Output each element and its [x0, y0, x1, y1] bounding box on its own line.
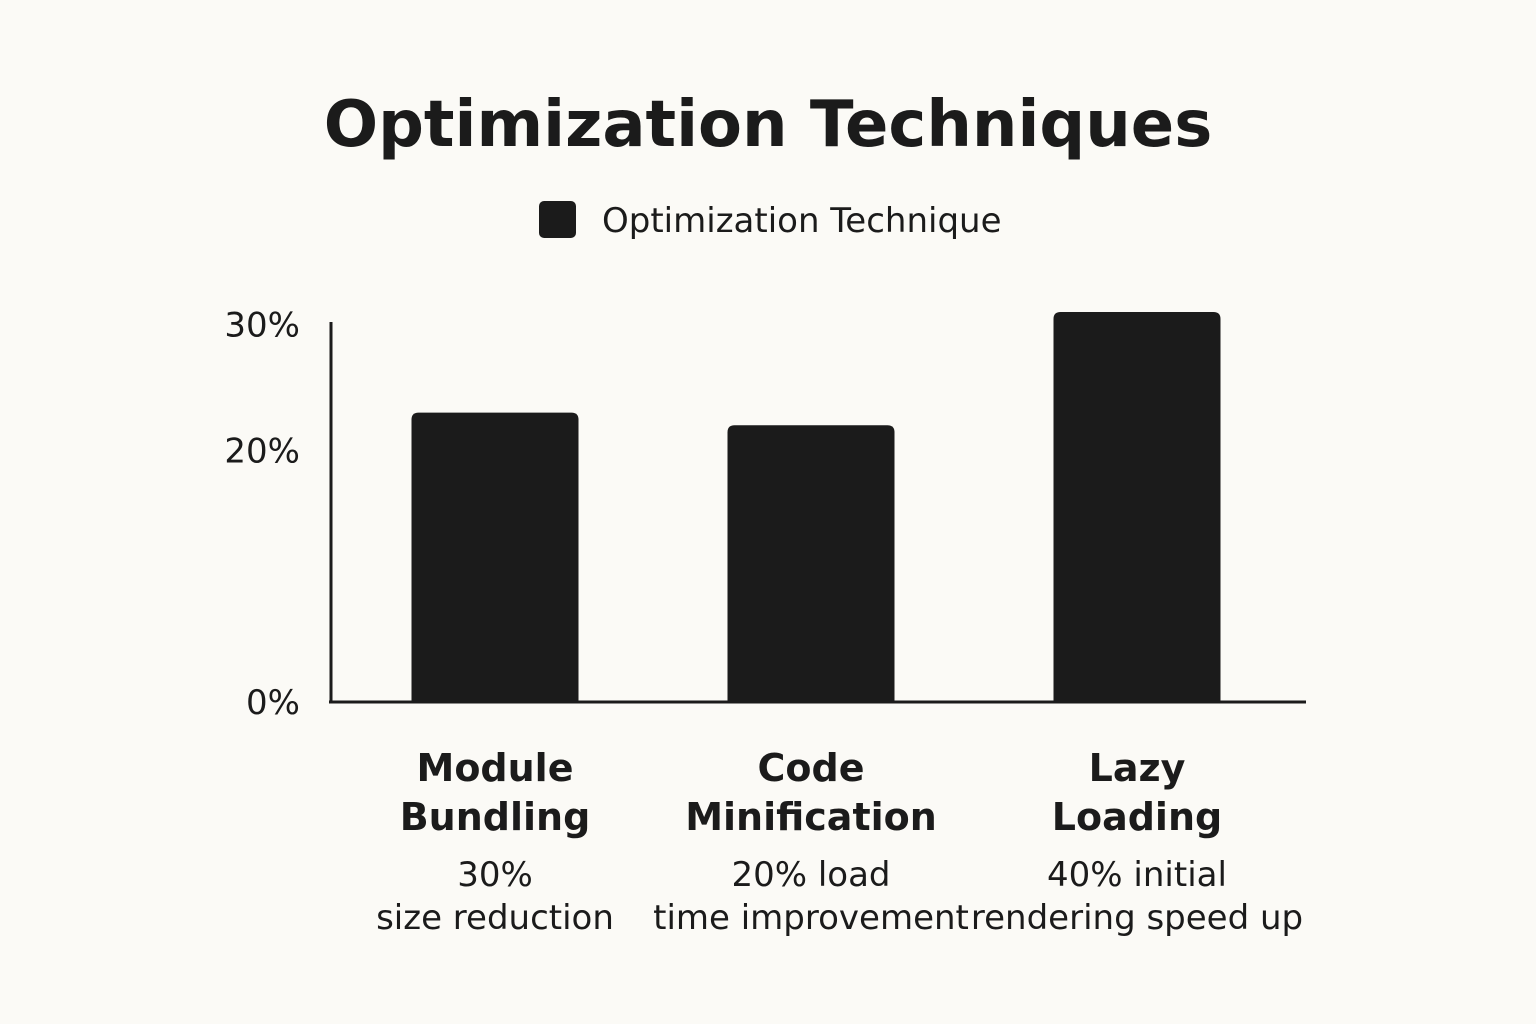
bar	[411, 412, 579, 702]
y-axis-ticks: 0% 20% 30%	[224, 306, 300, 723]
legend-swatch	[539, 201, 576, 238]
x-tick-label: Bundling	[400, 795, 591, 839]
legend: Optimization Technique	[539, 201, 1002, 241]
chart-title: Optimization Techniques	[324, 88, 1213, 162]
y-tick-label: 0%	[246, 683, 300, 723]
x-tick-label: Minification	[685, 795, 937, 839]
data-label: size reduction	[376, 898, 614, 938]
bar	[727, 425, 895, 702]
x-tick-label: Module	[417, 746, 574, 790]
y-tick-label: 30%	[224, 306, 300, 346]
data-label: 20% load	[731, 855, 890, 895]
x-axis-labels: Module Bundling Code Minification Lazy Loadin…	[400, 746, 1223, 839]
bars	[411, 312, 1221, 702]
legend-label: Optimization Technique	[602, 201, 1002, 241]
bar	[1053, 312, 1221, 702]
data-label: time improvement	[653, 898, 969, 938]
y-tick-label: 20%	[224, 431, 300, 471]
x-tick-label: Loading	[1052, 795, 1222, 839]
data-label: 30%	[457, 855, 533, 895]
data-label: rendering speed up	[971, 898, 1303, 938]
x-tick-label: Code	[758, 746, 865, 790]
data-label: 40% initial	[1047, 855, 1227, 895]
x-tick-label: Lazy	[1089, 746, 1186, 790]
